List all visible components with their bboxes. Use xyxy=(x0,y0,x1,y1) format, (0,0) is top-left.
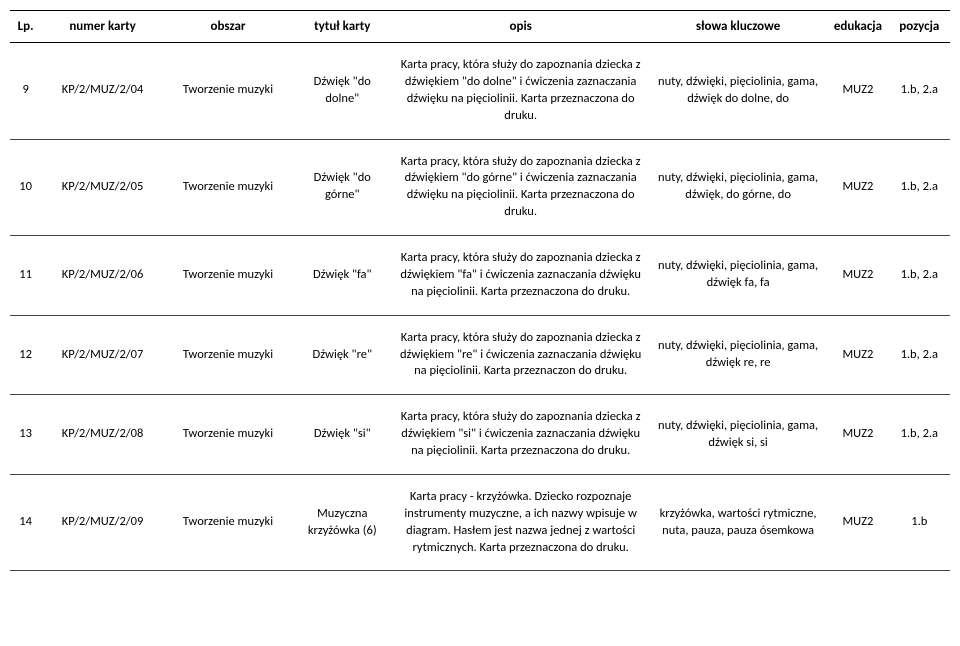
cell-opis: Karta pracy - krzyżówka. Dziecko rozpozn… xyxy=(392,474,648,571)
cell-obszar: Tworzenie muzyki xyxy=(164,395,292,475)
data-table: Lp. numer karty obszar tytuł karty opis … xyxy=(10,10,950,571)
cell-pozycja: 1.b, 2.a xyxy=(889,236,950,316)
header-opis: opis xyxy=(392,11,648,43)
header-row: Lp. numer karty obszar tytuł karty opis … xyxy=(10,11,950,43)
cell-opis: Karta pracy, która służy do zapoznania d… xyxy=(392,139,648,236)
table-row: 9KP/2/MUZ/2/04Tworzenie muzykiDźwięk "do… xyxy=(10,43,950,140)
cell-lp: 13 xyxy=(10,395,41,475)
cell-edukacja: MUZ2 xyxy=(827,139,888,236)
cell-tytul: Dźwięk "do górne" xyxy=(292,139,392,236)
cell-pozycja: 1.b, 2.a xyxy=(889,43,950,140)
cell-tytul: Muzyczna krzyżówka (6) xyxy=(292,474,392,571)
header-edukacja: edukacja xyxy=(827,11,888,43)
cell-slowa: nuty, dźwięki, pięciolinia, gama, dźwięk… xyxy=(649,236,827,316)
cell-numer: KP/2/MUZ/2/07 xyxy=(41,315,164,395)
cell-lp: 11 xyxy=(10,236,41,316)
cell-obszar: Tworzenie muzyki xyxy=(164,315,292,395)
cell-opis: Karta pracy, która służy do zapoznania d… xyxy=(392,43,648,140)
header-numer: numer karty xyxy=(41,11,164,43)
header-slowa: słowa kluczowe xyxy=(649,11,827,43)
cell-lp: 12 xyxy=(10,315,41,395)
cell-slowa: nuty, dźwięki, pięciolinia, gama, dźwięk… xyxy=(649,139,827,236)
cell-lp: 10 xyxy=(10,139,41,236)
cell-edukacja: MUZ2 xyxy=(827,395,888,475)
cell-opis: Karta pracy, która służy do zapoznania d… xyxy=(392,236,648,316)
cell-slowa: nuty, dźwięki, pięciolinia, gama, dźwięk… xyxy=(649,43,827,140)
cell-slowa: krzyżówka, wartości rytmiczne, nuta, pau… xyxy=(649,474,827,571)
cell-numer: KP/2/MUZ/2/05 xyxy=(41,139,164,236)
cell-pozycja: 1.b, 2.a xyxy=(889,139,950,236)
cell-tytul: Dźwięk "re" xyxy=(292,315,392,395)
cell-opis: Karta pracy, która służy do zapoznania d… xyxy=(392,315,648,395)
cell-lp: 14 xyxy=(10,474,41,571)
cell-obszar: Tworzenie muzyki xyxy=(164,474,292,571)
header-pozycja: pozycja xyxy=(889,11,950,43)
table-row: 14KP/2/MUZ/2/09Tworzenie muzykiMuzyczna … xyxy=(10,474,950,571)
cell-pozycja: 1.b xyxy=(889,474,950,571)
cell-edukacja: MUZ2 xyxy=(827,236,888,316)
header-tytul: tytuł karty xyxy=(292,11,392,43)
cell-numer: KP/2/MUZ/2/08 xyxy=(41,395,164,475)
cell-lp: 9 xyxy=(10,43,41,140)
cell-numer: KP/2/MUZ/2/06 xyxy=(41,236,164,316)
table-row: 10KP/2/MUZ/2/05Tworzenie muzykiDźwięk "d… xyxy=(10,139,950,236)
cell-numer: KP/2/MUZ/2/09 xyxy=(41,474,164,571)
cell-edukacja: MUZ2 xyxy=(827,315,888,395)
header-lp: Lp. xyxy=(10,11,41,43)
table-row: 11KP/2/MUZ/2/06Tworzenie muzykiDźwięk "f… xyxy=(10,236,950,316)
cell-edukacja: MUZ2 xyxy=(827,43,888,140)
cell-obszar: Tworzenie muzyki xyxy=(164,236,292,316)
cell-edukacja: MUZ2 xyxy=(827,474,888,571)
cell-tytul: Dźwięk "do dolne" xyxy=(292,43,392,140)
table-row: 12KP/2/MUZ/2/07Tworzenie muzykiDźwięk "r… xyxy=(10,315,950,395)
cell-slowa: nuty, dźwięki, pięciolinia, gama, dźwięk… xyxy=(649,395,827,475)
table-row: 13KP/2/MUZ/2/08Tworzenie muzykiDźwięk "s… xyxy=(10,395,950,475)
cell-opis: Karta pracy, która służy do zapoznania d… xyxy=(392,395,648,475)
cell-obszar: Tworzenie muzyki xyxy=(164,139,292,236)
cell-pozycja: 1.b, 2.a xyxy=(889,315,950,395)
cell-slowa: nuty, dźwięki, pięciolinia, gama, dźwięk… xyxy=(649,315,827,395)
cell-numer: KP/2/MUZ/2/04 xyxy=(41,43,164,140)
cell-pozycja: 1.b, 2.a xyxy=(889,395,950,475)
cell-tytul: Dźwięk "fa" xyxy=(292,236,392,316)
header-obszar: obszar xyxy=(164,11,292,43)
cell-tytul: Dźwięk "si" xyxy=(292,395,392,475)
cell-obszar: Tworzenie muzyki xyxy=(164,43,292,140)
